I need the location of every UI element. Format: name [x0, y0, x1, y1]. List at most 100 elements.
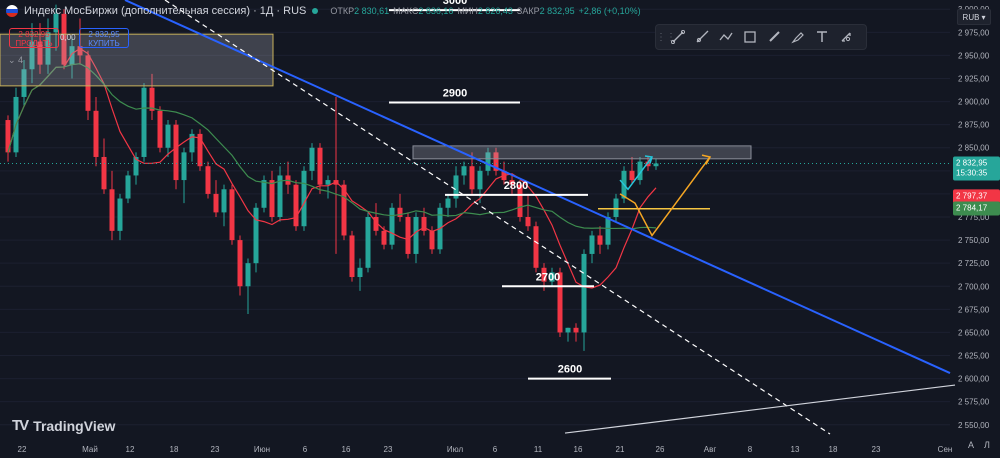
chevron-down-icon: ▾: [981, 12, 986, 22]
x-tick-label: 23: [211, 445, 220, 454]
y-tick-label: 2 950,00: [958, 51, 990, 60]
candle-body: [277, 175, 283, 217]
y-tick-label: 2 650,00: [958, 328, 990, 337]
level-label: 2900: [443, 87, 467, 99]
rectangle-tool-icon[interactable]: [738, 25, 762, 49]
x-tick-label: Май: [82, 445, 98, 454]
candle-body: [69, 46, 75, 65]
y-tick-label: 2 725,00: [958, 259, 990, 268]
ma-red-tag-bg: [953, 189, 1000, 204]
candle-body: [293, 184, 299, 227]
ohlc-high-label: МАКС: [393, 6, 419, 16]
currency-selector[interactable]: RUB ▾: [957, 9, 991, 25]
candle-body: [213, 193, 219, 213]
candle-body: [653, 163, 659, 167]
buy-button[interactable]: 2 832,95 КУПИТЬ: [79, 28, 129, 48]
candle-body: [301, 170, 307, 227]
ohlc-low-label: МИН: [457, 6, 478, 16]
candle-body: [565, 327, 571, 333]
y-tick-label: 2 600,00: [958, 375, 990, 384]
y-tick-label: 2 925,00: [958, 74, 990, 83]
x-tick-label: 21: [616, 445, 625, 454]
ray-tool-icon[interactable]: [690, 25, 714, 49]
last-price-tag: 2 832,95: [956, 158, 988, 167]
candle-body: [469, 166, 475, 190]
x-tick-label: 23: [872, 445, 881, 454]
y-tick-label: 2 850,00: [958, 144, 990, 153]
x-tick-label: 6: [493, 445, 498, 454]
candle-body: [5, 120, 11, 153]
candle-body: [541, 267, 547, 282]
candle-body: [181, 152, 187, 181]
anchor-tool-icon[interactable]: [834, 25, 858, 49]
arrow-head-icon: [644, 155, 653, 164]
candle-body: [229, 189, 235, 241]
market-status-icon: [312, 8, 319, 14]
brand-name: TradingView: [33, 417, 116, 434]
x-tick-label: Июл: [447, 445, 464, 454]
candle-body: [125, 175, 131, 199]
candle-body: [245, 263, 251, 287]
sell-price: 2 832,95: [18, 30, 50, 39]
candle-body: [77, 46, 83, 56]
highlighter-tool-icon[interactable]: [786, 25, 810, 49]
resistance-zone-lower: [412, 145, 752, 160]
candle-body: [421, 217, 427, 231]
x-tick-label: 16: [342, 445, 351, 454]
x-tick-label: 11: [534, 445, 543, 454]
drag-handle-icon[interactable]: ⋮⋮: [656, 31, 676, 43]
path-tool-icon[interactable]: [714, 25, 738, 49]
log-scale-button[interactable]: Л: [984, 440, 990, 450]
brush-tool-icon[interactable]: [762, 25, 786, 49]
projection-path-cyan: [619, 156, 653, 191]
candle-body: [189, 133, 195, 153]
support-trendline: [564, 384, 956, 434]
x-tick-label: Июн: [254, 445, 270, 454]
candle-body: [365, 217, 371, 268]
text-tool-icon[interactable]: [810, 25, 834, 49]
candle-body: [45, 32, 51, 65]
candle-body: [429, 230, 435, 250]
candle-body: [373, 217, 379, 231]
ohlc-open-label: ОТКР: [330, 6, 355, 16]
candle-body: [389, 207, 395, 245]
candle-body: [93, 110, 99, 157]
candle-body: [381, 230, 387, 245]
ma-red-line: [7, 47, 657, 289]
candle-body: [341, 184, 347, 236]
auto-scale-button[interactable]: A: [967, 440, 974, 450]
y-tick-label: 2 900,00: [958, 98, 990, 107]
projection-path-orange: [619, 156, 711, 237]
candle-body: [149, 87, 155, 111]
candle-body: [405, 217, 411, 254]
candle-body: [525, 217, 531, 227]
last-price-tag-bg: [953, 156, 1000, 181]
x-tick-label: 6: [303, 445, 308, 454]
candle-body: [309, 147, 315, 171]
tradingview-logo[interactable]: TV TradingView: [12, 417, 115, 434]
candle-body: [485, 152, 491, 171]
candle-body: [317, 147, 323, 185]
x-tick-label: 12: [126, 445, 135, 454]
y-tick-label: 2 975,00: [958, 28, 990, 37]
indicators-toggle[interactable]: ⌄ 4: [8, 55, 24, 65]
instrument-title[interactable]: Индекс МосБиржи (дополнительная сессия) …: [24, 5, 307, 17]
candle-body: [141, 87, 147, 157]
candle-body: [117, 198, 123, 231]
ma-red-tag: 2 797,37: [956, 191, 988, 200]
line-tool-icon[interactable]: [666, 25, 690, 49]
y-tick-label: 2 775,00: [958, 213, 990, 222]
candle-body: [109, 189, 115, 231]
candle-body: [357, 267, 363, 278]
ma-green-tag-bg: [953, 201, 1000, 216]
spread-value: 0,00: [60, 33, 76, 42]
candle-body: [517, 184, 523, 217]
candle-body: [205, 166, 211, 194]
buy-price: 2 832,95: [88, 30, 120, 39]
candle-body: [221, 189, 227, 213]
candle-body: [53, 13, 59, 33]
y-tick-label: 2 550,00: [958, 421, 990, 430]
sell-button[interactable]: 2 832,95 ПРОДАТЬ: [9, 28, 59, 48]
candle-body: [461, 166, 467, 176]
